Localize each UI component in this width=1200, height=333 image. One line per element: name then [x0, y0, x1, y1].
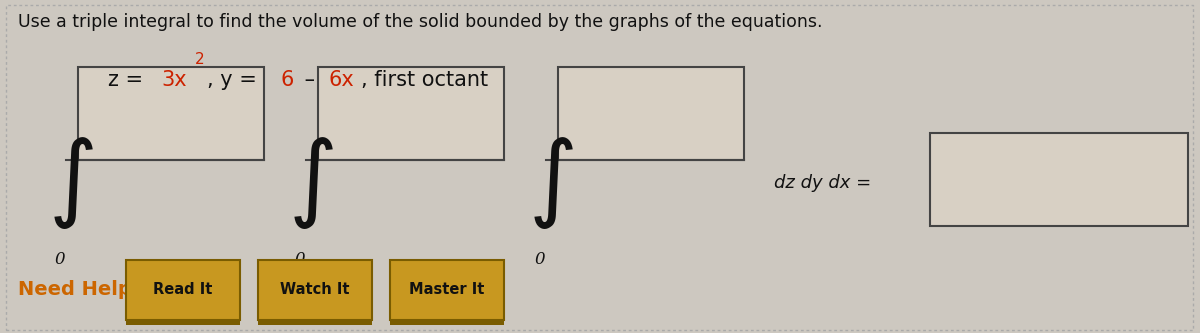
Text: $\int$: $\int$ [288, 135, 334, 231]
Text: 0: 0 [534, 251, 545, 268]
Text: , first octant: , first octant [361, 70, 488, 90]
FancyBboxPatch shape [258, 260, 372, 325]
Text: Need Help?: Need Help? [18, 280, 143, 299]
Text: dz dy dx =: dz dy dx = [774, 174, 871, 192]
FancyBboxPatch shape [558, 67, 744, 160]
Text: z =: z = [108, 70, 150, 90]
Text: 0: 0 [54, 251, 65, 268]
Text: $\int$: $\int$ [528, 135, 574, 231]
Text: Read It: Read It [154, 282, 212, 297]
FancyBboxPatch shape [126, 260, 240, 320]
FancyBboxPatch shape [930, 133, 1188, 226]
FancyBboxPatch shape [318, 67, 504, 160]
Text: Watch It: Watch It [281, 282, 349, 297]
Text: 3x: 3x [162, 70, 187, 90]
Text: –: – [298, 70, 322, 90]
FancyBboxPatch shape [126, 260, 240, 325]
Text: , y =: , y = [208, 70, 264, 90]
Text: Use a triple integral to find the volume of the solid bounded by the graphs of t: Use a triple integral to find the volume… [18, 13, 822, 31]
FancyBboxPatch shape [390, 260, 504, 320]
Text: 6x: 6x [328, 70, 354, 90]
Text: $\int$: $\int$ [48, 135, 94, 231]
Text: 0: 0 [294, 251, 305, 268]
Text: Master It: Master It [409, 282, 485, 297]
FancyBboxPatch shape [258, 260, 372, 320]
Text: 2: 2 [194, 52, 204, 68]
FancyBboxPatch shape [390, 260, 504, 325]
FancyBboxPatch shape [78, 67, 264, 160]
Text: 6: 6 [281, 70, 294, 90]
